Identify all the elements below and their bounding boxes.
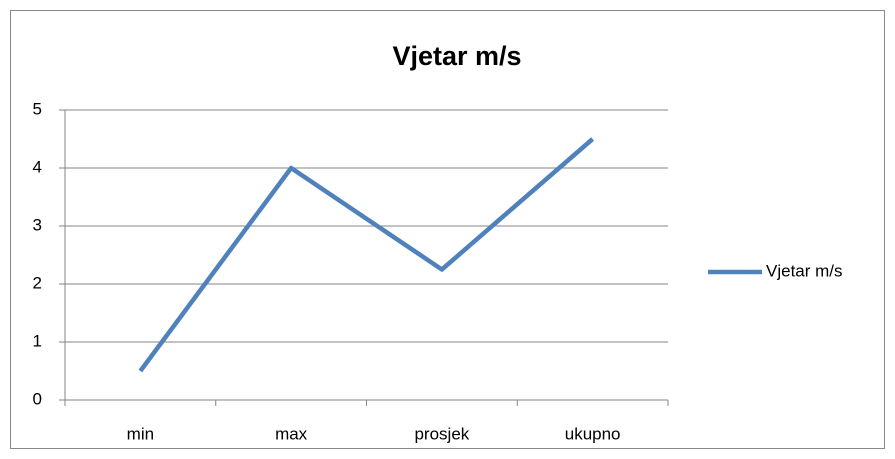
x-tick-label: prosjek xyxy=(414,424,469,443)
chart-title: Vjetar m/s xyxy=(392,41,521,71)
line-series xyxy=(138,137,595,373)
x-tick-label: min xyxy=(127,424,154,443)
y-tick-label: 4 xyxy=(33,157,42,176)
y-tick-label: 0 xyxy=(33,389,42,408)
y-tick-label: 1 xyxy=(33,331,42,350)
y-tick-label: 3 xyxy=(33,215,42,234)
x-tick-label: ukupno xyxy=(565,424,621,443)
x-tick-label: max xyxy=(275,424,308,443)
y-tick-label: 5 xyxy=(33,99,42,118)
chart-border xyxy=(10,10,885,449)
y-tick-label: 2 xyxy=(33,273,42,292)
legend-label: Vjetar m/s xyxy=(766,261,843,280)
